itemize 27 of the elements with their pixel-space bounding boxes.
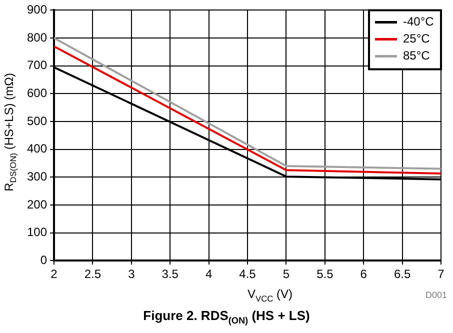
y-tick-label: 400 <box>26 142 48 156</box>
y-tick-label: 700 <box>26 58 48 72</box>
y-tick-label: 800 <box>26 30 48 44</box>
y-tick-label: 600 <box>26 86 48 100</box>
x-tick-label: 4.5 <box>239 267 256 282</box>
x-tick-label: 3 <box>128 267 136 282</box>
y-tick-label: 300 <box>26 169 48 184</box>
text: Figure 2. RDS$_{(ON)}$ (HS + LS) <box>142 308 311 326</box>
x-tick-label: 2 <box>50 267 58 282</box>
y-tick-label: 0 <box>40 252 48 267</box>
y-tick-label: 500 <box>26 114 48 128</box>
y-tick-label: 100 <box>26 225 48 240</box>
x-tick-label: 2.5 <box>84 267 102 282</box>
legend-label: 85°C <box>403 48 430 63</box>
x-axis-title: V$_{VCC}$ (V) <box>246 287 294 304</box>
x-tick-label: 6 <box>360 267 368 282</box>
text: D001 <box>425 290 447 300</box>
y-tick-label: 200 <box>26 197 48 212</box>
y-tick-label: 900 <box>26 2 48 17</box>
legend-label: -40°C <box>403 14 434 29</box>
x-tick-label: 5 <box>282 267 290 282</box>
legend-label: 25°C <box>403 32 430 46</box>
x-tick-label: 7 <box>438 267 445 282</box>
x-tick-label: 6.5 <box>394 267 411 282</box>
x-tick-label: 4 <box>205 267 212 282</box>
x-tick-label: 3.5 <box>162 267 179 282</box>
x-tick-label: 5.5 <box>316 267 334 282</box>
